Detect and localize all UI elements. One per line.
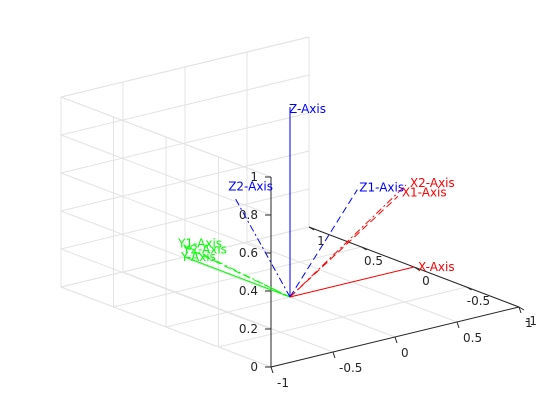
x-tick-label: 1 xyxy=(525,316,533,330)
y-tick-mark xyxy=(308,226,315,231)
grid-line xyxy=(60,188,310,250)
z-tick-label: 0.8 xyxy=(239,208,258,222)
z-tick-label: 0.2 xyxy=(239,322,258,336)
x-tick-mark xyxy=(332,351,336,359)
z-tick-label: 0.6 xyxy=(239,246,258,260)
series-line-x-axis xyxy=(289,266,415,298)
grid-line xyxy=(60,112,310,174)
x-tick-label: 0.5 xyxy=(463,331,482,345)
z-tick-label: 0 xyxy=(250,360,258,374)
series-label-y2-axis: Y2-Axis xyxy=(182,243,227,257)
grid-and-box xyxy=(60,36,520,368)
series-label-x2-axis: X2-Axis xyxy=(410,176,455,190)
grid-line xyxy=(60,74,310,136)
y-tick-label: -1 xyxy=(525,314,537,328)
y-tick-mark xyxy=(361,246,367,251)
series-label-x1-axis: X1-Axis xyxy=(402,185,447,199)
series-label-z-axis: Z-Axis xyxy=(289,102,326,116)
grid-line xyxy=(60,286,272,368)
y-tick-mark xyxy=(413,266,420,271)
x-tick-label: -1 xyxy=(277,376,289,390)
grid-line xyxy=(218,286,467,348)
x-tick-mark xyxy=(456,321,460,329)
y-tick-label: 1 xyxy=(317,234,325,248)
grid-line xyxy=(60,210,272,292)
y-tick-mark xyxy=(518,306,525,311)
y-tick-label: 0.5 xyxy=(364,254,383,268)
series-line-z2-axis xyxy=(233,196,291,298)
z-tick-label: 0.4 xyxy=(239,284,258,298)
series-line-x2-axis xyxy=(289,184,407,298)
series-label-z1-axis: Z1-Axis xyxy=(359,181,404,195)
y-tick-label: 0 xyxy=(422,274,430,288)
series-line-z1-axis xyxy=(289,189,358,298)
series-line-y1-axis xyxy=(181,245,291,298)
x-tick-label: -0.5 xyxy=(339,361,362,375)
series-label-y1-axis: Y1-Axis xyxy=(177,237,222,251)
grid-line xyxy=(60,248,272,330)
y-tick-label: -0.5 xyxy=(467,294,490,308)
z-tick-label: 1 xyxy=(250,170,258,184)
series-label-y-axis: Y-Axis xyxy=(180,250,216,264)
series-lines xyxy=(181,107,415,298)
grid-line xyxy=(60,172,272,254)
series-line-y-axis xyxy=(184,256,291,298)
series-labels: X-Axis Y-Axis Z-Axis X1-Axis Y1-Axis Z1-Axis X… xyxy=(177,102,455,274)
grid-line xyxy=(60,150,310,212)
series-label-x-axis: X-Axis xyxy=(418,260,455,274)
x-tick-label: 0 xyxy=(401,346,409,360)
series-line-x1-axis xyxy=(289,196,399,298)
box-edge xyxy=(60,96,272,178)
y-tick-mark xyxy=(466,286,472,291)
x-tick-mark xyxy=(270,366,274,374)
x-tick-mark xyxy=(394,336,398,344)
grid-line xyxy=(60,134,272,216)
series-label-z2-axis: Z2-Axis xyxy=(228,180,273,194)
box-edge xyxy=(60,36,310,98)
series-line-y2-axis xyxy=(184,245,291,298)
x-tick-mark xyxy=(518,306,522,314)
